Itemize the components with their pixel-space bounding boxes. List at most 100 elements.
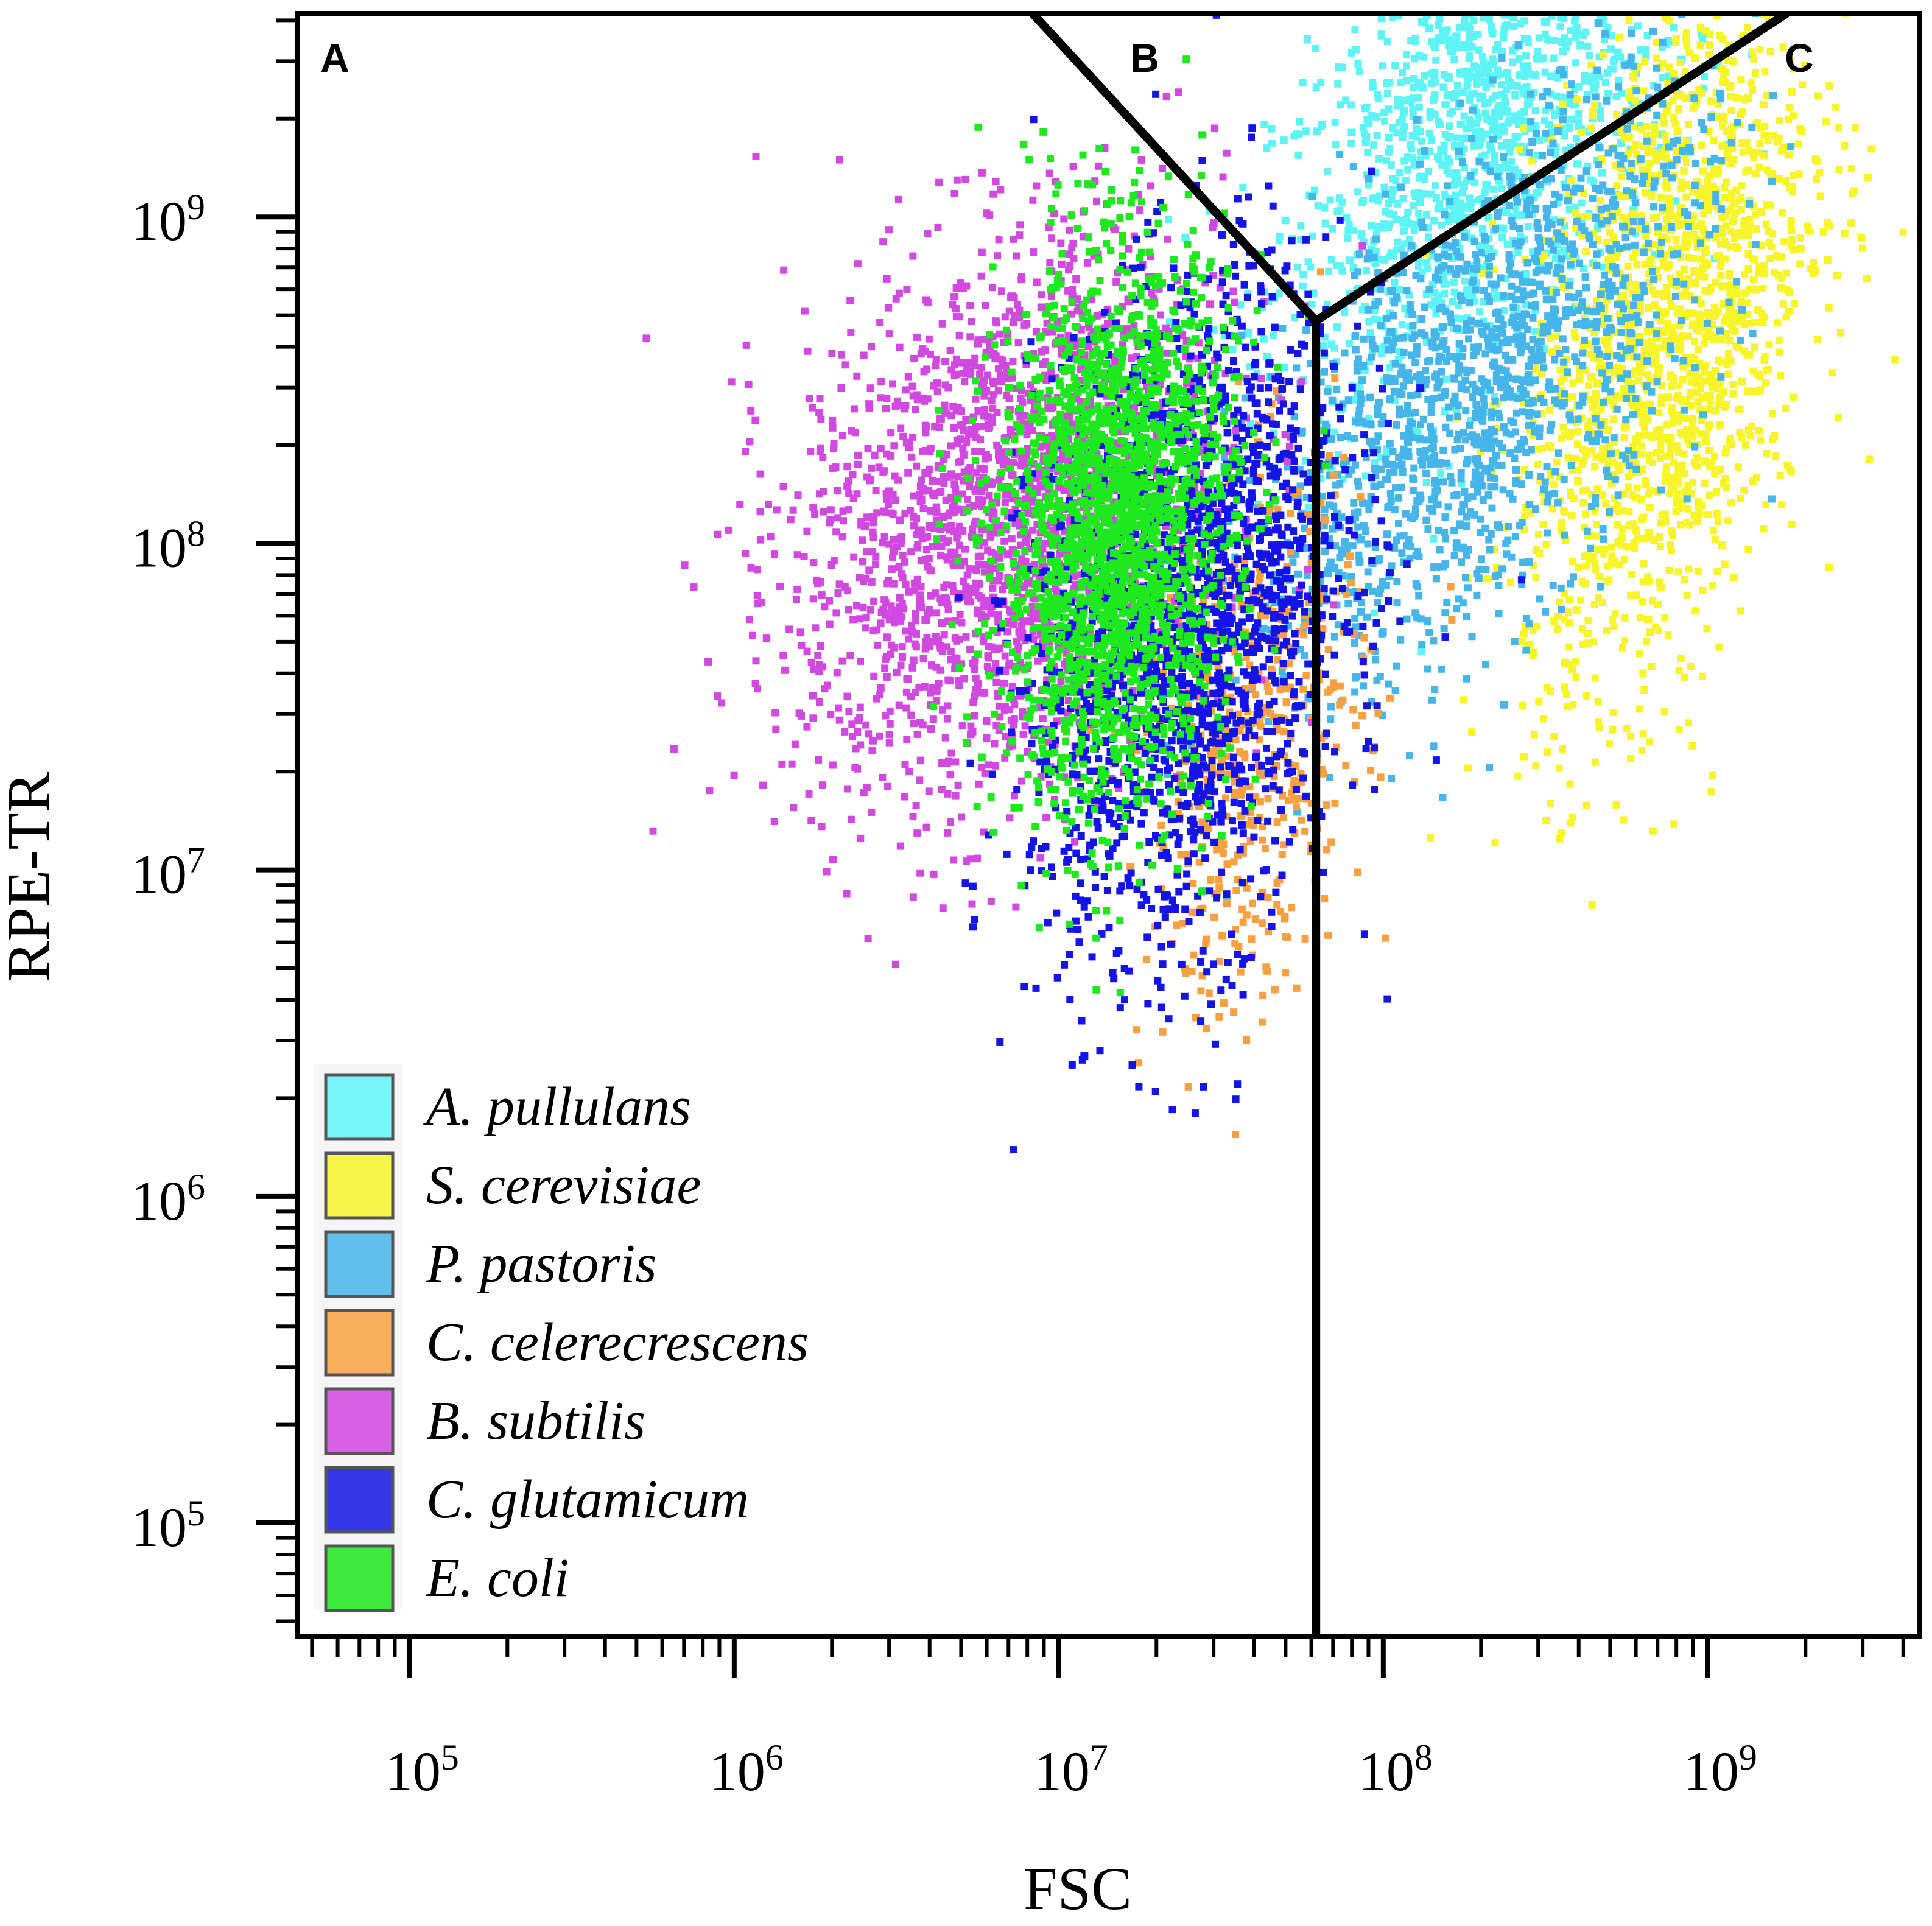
data-point — [1495, 315, 1503, 323]
data-point — [1544, 529, 1551, 537]
data-point — [1527, 446, 1535, 454]
data-point — [1539, 715, 1547, 723]
data-point — [1542, 608, 1550, 616]
data-point — [1418, 315, 1426, 323]
data-point — [1506, 79, 1514, 86]
data-point — [1605, 739, 1613, 747]
data-point — [1718, 541, 1726, 549]
data-point — [1572, 224, 1579, 232]
data-point — [1670, 24, 1677, 32]
data-point — [1388, 562, 1396, 570]
data-point — [1550, 54, 1558, 62]
data-point — [1520, 310, 1528, 318]
data-point — [1475, 477, 1483, 485]
data-point — [1592, 494, 1600, 502]
data-point — [1597, 406, 1605, 413]
data-point — [1788, 520, 1796, 528]
data-point — [1480, 58, 1488, 65]
data-point — [1440, 625, 1448, 633]
data-point — [1825, 304, 1833, 312]
data-point — [1628, 227, 1636, 235]
data-point — [1647, 256, 1655, 264]
data-point — [1500, 307, 1508, 314]
data-point — [1645, 529, 1653, 536]
data-point — [1520, 342, 1528, 350]
data-point — [1738, 378, 1746, 385]
data-point — [1441, 529, 1449, 536]
data-point — [1371, 345, 1379, 353]
data-point — [1263, 353, 1271, 360]
data-point — [1491, 363, 1498, 371]
data-point — [1705, 491, 1713, 499]
data-point — [1660, 708, 1668, 715]
data-point — [1383, 38, 1391, 46]
data-point — [1593, 345, 1601, 353]
data-point — [1470, 62, 1478, 70]
data-point — [1585, 381, 1593, 389]
data-point — [1586, 52, 1593, 60]
data-point — [1416, 196, 1424, 204]
data-point — [1522, 646, 1530, 654]
data-point — [1703, 625, 1711, 633]
data-point — [1536, 424, 1544, 432]
data-point — [1385, 200, 1393, 207]
data-point — [1582, 167, 1590, 175]
data-point — [1480, 402, 1488, 409]
data-point — [1775, 336, 1783, 344]
data-point — [1276, 232, 1284, 240]
data-point — [1530, 353, 1537, 360]
data-point — [1460, 696, 1467, 704]
data-point — [1518, 480, 1526, 488]
data-point — [1372, 235, 1380, 243]
data-point — [1546, 426, 1554, 434]
data-point — [1520, 630, 1528, 638]
data-point — [1744, 250, 1752, 258]
data-point — [1260, 625, 1268, 633]
data-point — [1489, 76, 1497, 84]
data-point — [1672, 236, 1680, 244]
data-point — [1470, 179, 1478, 187]
data-point — [1653, 54, 1661, 62]
data-point — [1368, 336, 1376, 343]
data-point — [1701, 287, 1709, 295]
data-point — [1575, 83, 1583, 91]
data-point — [1721, 282, 1729, 290]
data-point — [1465, 335, 1472, 343]
data-point — [1573, 217, 1581, 225]
data-point — [1785, 104, 1793, 111]
data-point — [1441, 251, 1449, 259]
data-point — [1606, 362, 1613, 369]
data-point — [1293, 364, 1301, 372]
data-point — [1487, 0, 1494, 5]
data-point — [1556, 23, 1564, 31]
data-point — [1304, 258, 1312, 266]
data-point — [1473, 265, 1481, 273]
data-point — [1495, 610, 1503, 617]
data-point — [1644, 346, 1652, 354]
data-point — [1703, 319, 1711, 327]
data-point — [1732, 94, 1740, 102]
data-point — [1355, 482, 1363, 490]
data-point — [1416, 155, 1424, 163]
data-point — [1650, 275, 1658, 283]
data-point — [1610, 434, 1618, 442]
data-point — [1498, 233, 1506, 241]
data-point — [1682, 239, 1690, 247]
data-point — [1569, 573, 1577, 581]
data-point — [1431, 182, 1439, 190]
data-point — [1190, 951, 1198, 959]
data-point — [1500, 153, 1508, 161]
data-point — [1400, 227, 1408, 235]
data-point — [1412, 580, 1420, 588]
data-point — [1402, 510, 1409, 518]
data-point — [1634, 22, 1642, 30]
data-point — [1492, 225, 1499, 233]
data-point — [1576, 41, 1584, 49]
data-point — [1581, 580, 1589, 588]
data-point — [1539, 521, 1547, 528]
data-point — [1403, 62, 1410, 70]
data-point — [1533, 410, 1541, 418]
data-point — [1456, 99, 1464, 107]
data-point — [1335, 451, 1342, 459]
data-point — [1707, 787, 1715, 795]
